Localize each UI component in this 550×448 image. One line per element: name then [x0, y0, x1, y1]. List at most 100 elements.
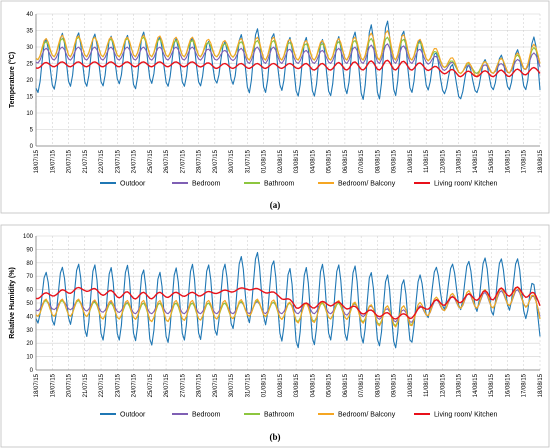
- x-tick-label: 24/07/15: [132, 149, 138, 173]
- x-tick-label: 19/07/15: [50, 373, 56, 397]
- chart-panel-1: 0 5 10 15 20 25 30 35 40 18/07/15 19/07/15 20/07/15…: [0, 0, 550, 214]
- x-tick-label: 20/07/15: [67, 373, 73, 397]
- y-axis-label: Relative Humidity (%): [9, 267, 16, 339]
- x-tick-label: 14/08/15: [473, 149, 479, 173]
- y-tick-label: 0: [30, 368, 34, 374]
- y-tick-label: 40: [26, 12, 33, 18]
- x-tick-label: 12/08/15: [440, 373, 446, 397]
- x-tick-label: 13/08/15: [457, 149, 463, 173]
- y-tick-label: 100: [23, 234, 34, 240]
- series-line: [35, 286, 541, 320]
- panel-label: (a): [270, 200, 281, 210]
- x-tick-label: 03/08/15: [294, 373, 300, 397]
- x-tick-label: 13/08/15: [457, 373, 463, 397]
- x-tick-label: 28/07/15: [197, 149, 203, 173]
- y-tick-label: 35: [26, 29, 33, 35]
- x-tick-label: 02/08/15: [278, 373, 284, 397]
- x-tick-label: 03/08/15: [294, 149, 300, 173]
- y-tick-label: 60: [26, 288, 33, 294]
- chart-frame: [0, 224, 550, 448]
- x-tick-label: 18/08/15: [538, 149, 544, 173]
- x-tick-label: 10/08/15: [408, 373, 414, 397]
- x-tick-label: 16/08/15: [505, 149, 511, 173]
- x-tick-label: 19/07/15: [50, 149, 56, 173]
- x-tick-label: 16/08/15: [505, 373, 511, 397]
- y-tick-label: 0: [30, 144, 34, 150]
- x-tick-label: 06/08/15: [343, 373, 349, 397]
- x-tick-label: 23/07/15: [115, 149, 121, 173]
- x-tick-label: 31/07/15: [245, 149, 251, 173]
- x-tick-label: 26/07/15: [164, 373, 170, 397]
- x-tick-label: 12/08/15: [440, 149, 446, 173]
- x-tick-label: 22/07/15: [99, 149, 105, 173]
- series-line: [35, 251, 541, 349]
- x-tick-label: 26/07/15: [164, 149, 170, 173]
- x-tick-label: 01/08/15: [262, 149, 268, 173]
- x-tick-label: 17/08/15: [522, 149, 528, 173]
- x-tick-label: 07/08/15: [359, 373, 365, 397]
- legend-label: Bathroom: [264, 412, 295, 419]
- legend-label: Bathroom: [264, 181, 295, 188]
- x-tick-label: 30/07/15: [229, 373, 235, 397]
- x-tick-label: 15/08/15: [489, 373, 495, 397]
- x-tick-label: 11/08/15: [424, 373, 430, 397]
- series-line: [35, 59, 541, 78]
- y-tick-label: 25: [26, 62, 33, 68]
- panel-label: (b): [270, 432, 281, 442]
- x-tick-label: 18/07/15: [34, 149, 40, 173]
- legend-label: Bedroom/ Balcony: [338, 412, 396, 419]
- x-tick-label: 09/08/15: [392, 149, 398, 173]
- y-tick-label: 10: [26, 111, 33, 117]
- x-tick-label: 20/07/15: [67, 149, 73, 173]
- x-tick-label: 05/08/15: [327, 149, 333, 173]
- x-tick-label: 23/07/15: [115, 373, 121, 397]
- x-tick-label: 15/08/15: [489, 149, 495, 173]
- y-tick-label: 40: [26, 314, 33, 320]
- x-tick-label: 25/07/15: [148, 149, 154, 173]
- y-tick-label: 90: [26, 247, 33, 253]
- x-tick-label: 09/08/15: [392, 373, 398, 397]
- x-tick-label: 18/07/15: [34, 373, 40, 397]
- legend-label: Living room/ Kitchen: [434, 412, 498, 419]
- x-tick-label: 11/08/15: [424, 149, 430, 173]
- x-tick-label: 04/08/15: [310, 373, 316, 397]
- x-tick-label: 27/07/15: [180, 149, 186, 173]
- x-tick-label: 31/07/15: [245, 373, 251, 397]
- x-tick-label: 21/07/15: [83, 373, 89, 397]
- x-tick-label: 27/07/15: [180, 373, 186, 397]
- chart-panel-2: 0 10 20 30 40 50 60 70 80 90 100 18/07/15 19/07/15 20…: [0, 224, 550, 448]
- x-tick-label: 02/08/15: [278, 149, 284, 173]
- x-tick-label: 01/08/15: [262, 373, 268, 397]
- x-tick-label: 17/08/15: [522, 373, 528, 397]
- x-tick-label: 04/08/15: [310, 149, 316, 173]
- legend-label: Bedroom/ Balcony: [338, 181, 396, 188]
- x-tick-label: 18/08/15: [538, 373, 544, 397]
- x-tick-label: 08/08/15: [375, 149, 381, 173]
- y-tick-label: 20: [26, 78, 33, 84]
- y-tick-label: 30: [26, 45, 33, 51]
- x-tick-label: 06/08/15: [343, 149, 349, 173]
- series-line: [35, 30, 541, 77]
- y-tick-label: 15: [26, 95, 33, 101]
- x-tick-label: 24/07/15: [132, 373, 138, 397]
- y-tick-label: 10: [26, 355, 33, 361]
- y-tick-label: 30: [26, 328, 33, 334]
- x-tick-label: 28/07/15: [197, 373, 203, 397]
- x-tick-label: 08/08/15: [375, 373, 381, 397]
- x-tick-label: 07/08/15: [359, 149, 365, 173]
- x-tick-label: 21/07/15: [83, 149, 89, 173]
- x-tick-label: 29/07/15: [213, 149, 219, 173]
- legend-label: Outdoor: [120, 181, 146, 188]
- x-tick-label: 14/08/15: [473, 373, 479, 397]
- y-tick-label: 5: [30, 128, 34, 134]
- x-tick-label: 10/08/15: [408, 149, 414, 173]
- y-tick-label: 80: [26, 261, 33, 267]
- x-tick-label: 05/08/15: [327, 373, 333, 397]
- legend-label: Bedroom: [192, 181, 221, 188]
- y-tick-label: 70: [26, 274, 33, 280]
- y-tick-label: 50: [26, 301, 33, 307]
- chart-frame: [0, 0, 550, 214]
- legend-label: Living room/ Kitchen: [434, 181, 498, 188]
